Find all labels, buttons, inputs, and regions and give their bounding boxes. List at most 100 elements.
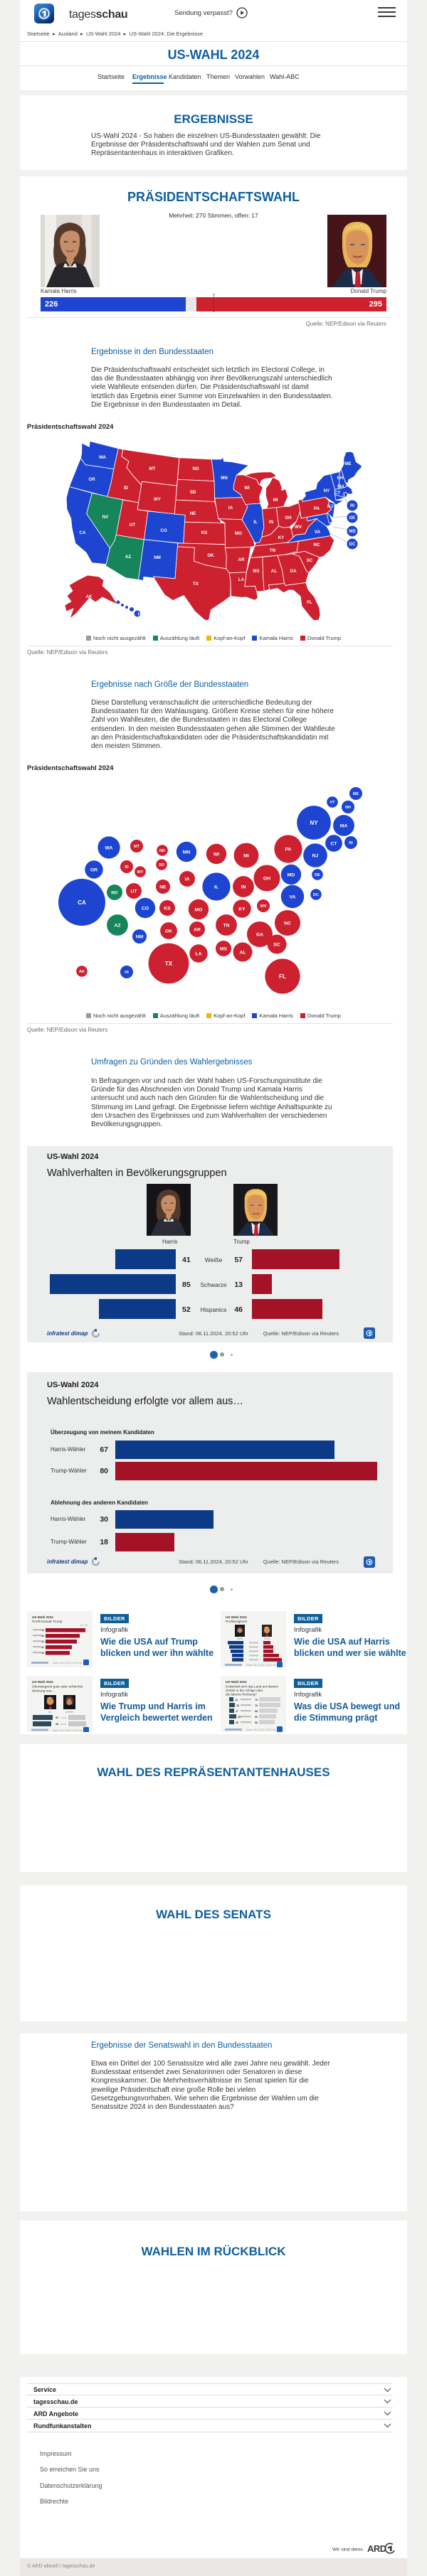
svg-text:KY: KY	[238, 907, 246, 912]
svg-text:Stand: 06.11.2024, 20:52 Uhr: Stand: 06.11.2024, 20:52 Uhr	[53, 1662, 83, 1664]
svg-text:70: 70	[255, 1704, 258, 1707]
svg-text:Harris: Harris	[237, 1637, 243, 1640]
svg-text:52: 52	[56, 1716, 58, 1719]
svg-text:KS: KS	[164, 906, 171, 911]
svg-text:IN: IN	[269, 520, 274, 525]
svg-text:Entwickelt sich das Land auf d: Entwickelt sich das Land auf diesem	[226, 1685, 278, 1689]
svg-text:IA: IA	[185, 877, 190, 882]
svg-text:SD: SD	[190, 490, 196, 495]
svg-text:54: 54	[41, 1629, 44, 1632]
svg-text:VA: VA	[290, 894, 296, 899]
svg-text:DC: DC	[349, 543, 356, 547]
svg-text:68: 68	[255, 1710, 258, 1713]
svg-text:die falsche Richtung?: die falsche Richtung?	[226, 1693, 257, 1696]
svg-text:gut: gut	[48, 1711, 51, 1714]
svg-text:CO: CO	[142, 906, 149, 911]
svg-text:IN: IN	[241, 885, 246, 889]
svg-text:HI: HI	[125, 971, 129, 975]
svg-text:FL: FL	[279, 973, 286, 980]
svg-text:US-Wahl 2024: US-Wahl 2024	[32, 1680, 53, 1684]
svg-text:NC: NC	[314, 543, 320, 547]
svg-text:CT: CT	[330, 841, 337, 846]
svg-text:60: 60	[255, 1716, 258, 1719]
svg-text:CA: CA	[78, 899, 86, 906]
svg-text:RI: RI	[350, 504, 354, 508]
svg-text:schlecht: schlecht	[65, 1711, 73, 1714]
svg-text:52: 52	[41, 1635, 44, 1637]
svg-text:OK: OK	[165, 929, 172, 934]
svg-text:NJ: NJ	[312, 853, 319, 858]
svg-text:ME: ME	[353, 792, 359, 796]
svg-text:MA: MA	[337, 484, 344, 489]
svg-text:RI: RI	[349, 841, 353, 845]
svg-text:MN: MN	[221, 476, 228, 481]
svg-text:MA: MA	[340, 823, 348, 828]
svg-text:OK: OK	[207, 553, 214, 558]
svg-text:MT: MT	[149, 466, 156, 471]
svg-text:US-Wahl 2024: US-Wahl 2024	[32, 1615, 53, 1619]
svg-text:Profil Donald Trump: Profil Donald Trump	[32, 1620, 63, 1624]
svg-text:AK: AK	[86, 594, 93, 599]
svg-text:CA: CA	[80, 530, 86, 535]
svg-text:VT: VT	[326, 470, 332, 475]
svg-text:ND: ND	[193, 466, 199, 471]
svg-text:AR: AR	[194, 927, 201, 932]
svg-text:LA: LA	[195, 951, 201, 956]
svg-text:KS: KS	[201, 530, 208, 535]
svg-text:US-Wahl 2024: US-Wahl 2024	[226, 1680, 247, 1684]
svg-text:GA: GA	[290, 569, 297, 574]
svg-text:Trump: Trump	[60, 1716, 67, 1719]
svg-text:14: 14	[235, 1699, 238, 1701]
svg-text:Gebiet in die richtige oder: Gebiet in die richtige oder	[226, 1689, 263, 1692]
svg-text:NV: NV	[102, 515, 109, 520]
svg-text:MD: MD	[349, 530, 356, 534]
svg-text:49: 49	[41, 1640, 44, 1643]
svg-text:NE: NE	[190, 511, 196, 516]
svg-text:Stand: 06.11.2024, 20:52 Uhr: Stand: 06.11.2024, 20:52 Uhr	[246, 1664, 277, 1667]
svg-text:34: 34	[41, 1652, 44, 1655]
svg-text:NJ: NJ	[327, 504, 333, 509]
svg-text:PA: PA	[314, 506, 320, 511]
svg-text:Profilvergleich: Profilvergleich	[226, 1620, 247, 1624]
svg-text:DE: DE	[349, 516, 355, 520]
svg-text:WV: WV	[260, 904, 267, 909]
svg-text:MO: MO	[195, 907, 203, 912]
svg-text:WV: WV	[295, 525, 302, 530]
svg-text:79: 79	[255, 1699, 258, 1701]
svg-text:48: 48	[56, 1723, 58, 1726]
svg-text:WY: WY	[137, 870, 144, 875]
svg-text:FL: FL	[307, 600, 312, 605]
svg-text:WY: WY	[154, 497, 162, 502]
svg-text:TN: TN	[223, 923, 229, 928]
svg-text:56: 56	[255, 1721, 258, 1724]
svg-text:OR: OR	[88, 477, 95, 482]
svg-text:DC: DC	[313, 893, 319, 897]
svg-text:SC: SC	[307, 558, 313, 563]
svg-text:Wir sind deins.: Wir sind deins.	[332, 2548, 364, 2553]
svg-text:MI: MI	[273, 498, 278, 503]
svg-text:Meinung von...: Meinung von...	[32, 1689, 54, 1694]
svg-text:AZ: AZ	[125, 555, 131, 560]
svg-text:NY: NY	[310, 820, 318, 826]
svg-text:41: 41	[41, 1646, 44, 1649]
svg-text:GA: GA	[256, 932, 263, 937]
svg-text:KY: KY	[278, 535, 285, 540]
svg-text:AZ: AZ	[114, 923, 120, 928]
svg-text:NE: NE	[159, 885, 167, 889]
svg-text:UT: UT	[130, 523, 135, 528]
svg-text:WA: WA	[105, 845, 113, 850]
svg-text:TN: TN	[270, 548, 276, 553]
svg-text:TX: TX	[193, 582, 199, 587]
svg-text:OH: OH	[263, 876, 270, 881]
svg-text:VT: VT	[330, 801, 335, 805]
svg-text:CT: CT	[334, 491, 340, 496]
svg-text:Stand: 06.11.2024, 20:52 Uhr: Stand: 06.11.2024, 20:52 Uhr	[53, 1729, 83, 1732]
svg-text:ND: ND	[159, 849, 165, 853]
svg-text:ARD: ARD	[367, 2543, 386, 2554]
svg-text:MT: MT	[134, 845, 140, 849]
svg-text:ID: ID	[124, 486, 129, 491]
svg-text:ME: ME	[344, 461, 351, 466]
svg-text:MI: MI	[243, 853, 249, 858]
svg-text:VA: VA	[315, 530, 321, 535]
svg-text:NV: NV	[111, 890, 118, 895]
